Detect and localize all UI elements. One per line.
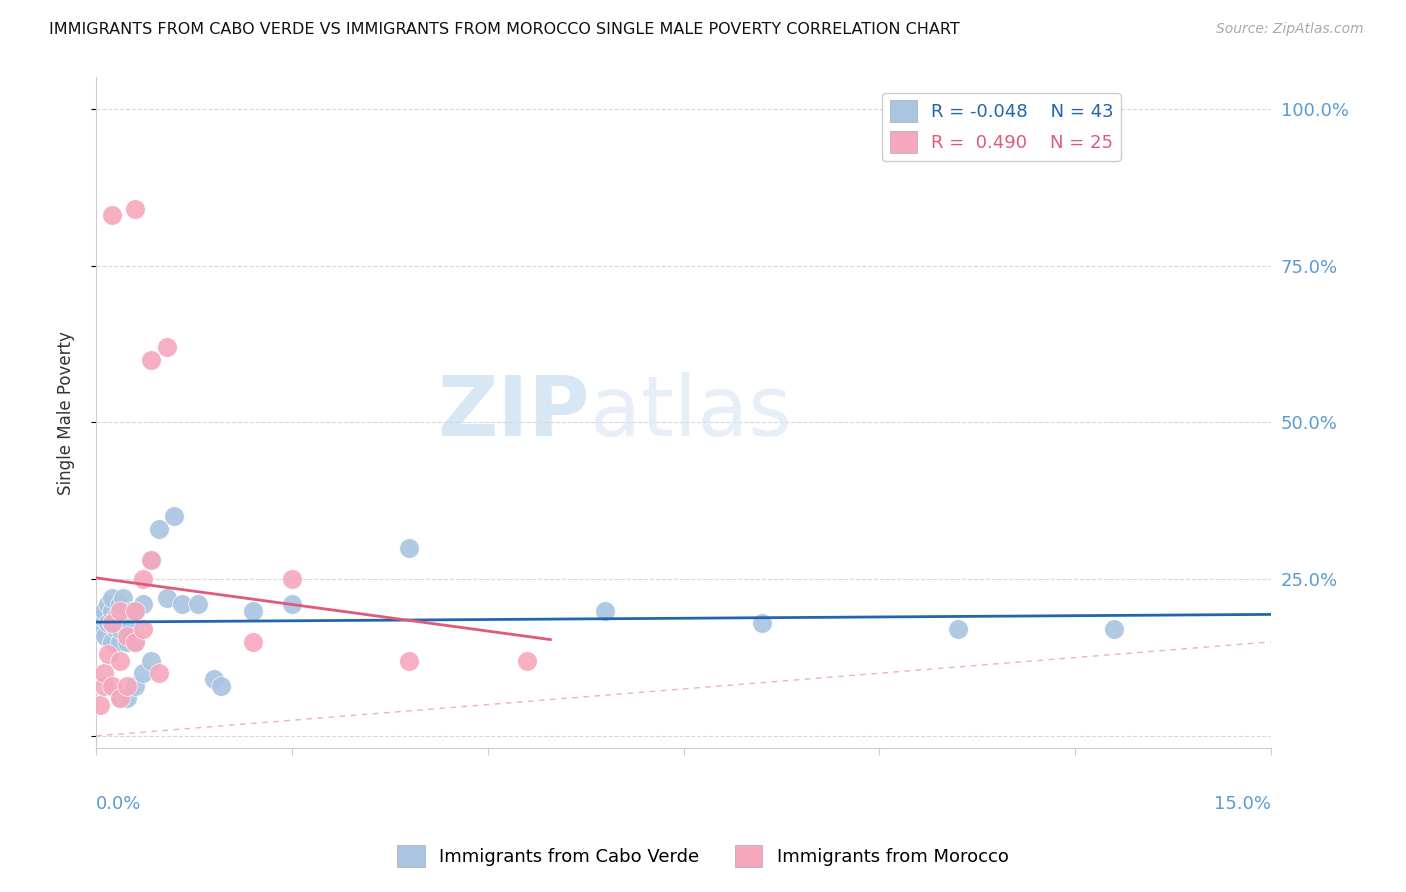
Point [172,597,194,611]
Point [93,666,115,681]
Point [89,698,111,712]
Point [89,623,111,637]
Point [117,629,139,643]
Point [132,623,155,637]
Point [398,541,420,555]
Point [97,648,120,662]
Legend: Immigrants from Cabo Verde, Immigrants from Morocco: Immigrants from Cabo Verde, Immigrants f… [391,838,1015,874]
Point [93,679,115,693]
Point [100,603,122,617]
Point [209,679,232,693]
Point [132,597,155,611]
Point [148,522,170,536]
Point [124,635,146,649]
Point [117,691,139,706]
Point [117,679,139,693]
Point [398,654,420,668]
Point [108,654,131,668]
Point [108,609,131,624]
Point [242,603,264,617]
Text: IMMIGRANTS FROM CABO VERDE VS IMMIGRANTS FROM MOROCCO SINGLE MALE POVERTY CORREL: IMMIGRANTS FROM CABO VERDE VS IMMIGRANTS… [49,22,960,37]
Point [124,603,146,617]
Point [124,679,146,693]
Point [751,615,773,630]
Point [124,202,146,216]
Point [1104,623,1126,637]
Point [108,603,131,617]
Point [108,623,131,637]
Text: 15.0%: 15.0% [1215,796,1271,814]
Point [516,654,538,668]
Point [242,635,264,649]
Point [163,509,186,524]
Point [108,635,131,649]
Point [112,591,135,605]
Point [100,679,122,693]
Point [202,673,225,687]
Point [139,553,162,567]
Point [91,609,114,624]
Point [124,603,146,617]
Point [108,691,131,706]
Point [100,591,122,605]
Point [117,635,139,649]
Point [100,615,122,630]
Point [94,629,117,643]
Text: ZIP: ZIP [437,373,589,453]
Point [139,352,162,367]
Point [100,635,122,649]
Point [100,208,122,222]
Point [155,591,177,605]
Point [281,572,304,586]
Point [97,597,120,611]
Point [132,572,155,586]
Point [593,603,616,617]
Text: atlas: atlas [589,373,792,453]
Point [124,635,146,649]
Point [132,666,155,681]
Point [139,654,162,668]
Point [187,597,209,611]
Text: Source: ZipAtlas.com: Source: ZipAtlas.com [1216,22,1364,37]
Point [97,615,120,630]
Point [93,603,115,617]
Point [117,623,139,637]
Point [148,666,170,681]
Point [108,691,131,706]
Point [104,623,127,637]
Point [100,615,122,630]
Point [281,597,304,611]
Y-axis label: Single Male Poverty: Single Male Poverty [58,331,75,495]
Point [139,553,162,567]
Point [108,597,131,611]
Point [155,340,177,354]
Point [946,623,969,637]
Legend: R = -0.048    N = 43, R =  0.490    N = 25: R = -0.048 N = 43, R = 0.490 N = 25 [883,93,1121,161]
Text: 0.0%: 0.0% [96,796,142,814]
Point [120,603,142,617]
Point [104,609,127,624]
